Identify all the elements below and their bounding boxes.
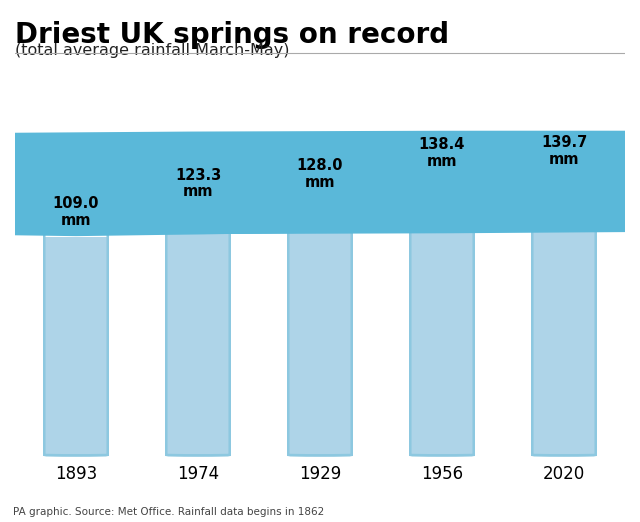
FancyBboxPatch shape — [532, 135, 596, 455]
Polygon shape — [0, 200, 640, 208]
FancyBboxPatch shape — [44, 135, 108, 455]
FancyBboxPatch shape — [166, 135, 230, 455]
Bar — [532, 135, 596, 176]
FancyBboxPatch shape — [410, 135, 474, 455]
Text: 1956: 1956 — [421, 465, 463, 483]
Circle shape — [0, 163, 640, 206]
Circle shape — [0, 154, 640, 196]
Text: 138.4
mm: 138.4 mm — [419, 137, 465, 169]
Text: 109.0
mm: 109.0 mm — [52, 196, 99, 228]
Circle shape — [0, 130, 640, 173]
Polygon shape — [76, 168, 640, 175]
Text: 128.0
mm: 128.0 mm — [297, 158, 343, 190]
Text: 2020: 2020 — [543, 465, 585, 483]
Bar — [410, 135, 474, 179]
FancyBboxPatch shape — [44, 135, 108, 455]
Text: 123.3
mm: 123.3 mm — [175, 168, 221, 199]
Text: PA graphic. Source: Met Office. Rainfall data begins in 1862: PA graphic. Source: Met Office. Rainfall… — [13, 507, 324, 517]
Bar — [44, 135, 108, 237]
Circle shape — [0, 133, 640, 175]
Polygon shape — [0, 191, 640, 198]
FancyBboxPatch shape — [288, 135, 352, 455]
Text: Driest UK springs on record: Driest UK springs on record — [15, 21, 449, 49]
Text: 1974: 1974 — [177, 465, 219, 483]
Circle shape — [0, 192, 640, 234]
Bar — [288, 135, 352, 199]
Bar — [166, 135, 230, 208]
Polygon shape — [0, 229, 564, 236]
Text: 1929: 1929 — [299, 465, 341, 483]
FancyBboxPatch shape — [410, 135, 474, 455]
Text: 139.7
mm: 139.7 mm — [541, 135, 587, 167]
Polygon shape — [0, 170, 640, 177]
Text: (total average rainfall March-May): (total average rainfall March-May) — [15, 43, 289, 58]
FancyBboxPatch shape — [166, 135, 230, 455]
FancyBboxPatch shape — [532, 135, 596, 455]
FancyBboxPatch shape — [288, 135, 352, 455]
Text: 1893: 1893 — [55, 465, 97, 483]
